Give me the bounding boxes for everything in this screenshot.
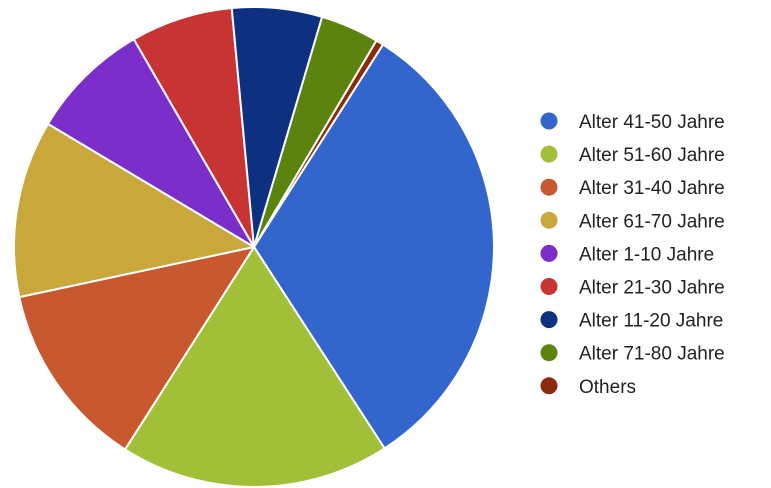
- pie-slice-2: [124, 246, 386, 488]
- legend-item: Alter 41-50 Jahre: [540, 112, 725, 133]
- legend-marker: [540, 178, 558, 196]
- legend-label: Alter 21-30 Jahre: [579, 278, 725, 299]
- legend-marker: [540, 377, 558, 395]
- pie-slice-9: [253, 39, 384, 248]
- legend-item: Alter 71-80 Jahre: [540, 344, 725, 365]
- legend-item: Alter 51-60 Jahre: [540, 145, 725, 166]
- legend-marker: [540, 211, 558, 229]
- pie-slices: [12, 5, 495, 488]
- pie-slice-5: [46, 38, 255, 248]
- legend-item: Alter 11-20 Jahre: [540, 311, 723, 332]
- legend-marker: [540, 278, 558, 295]
- pie-slice-6: [132, 7, 255, 248]
- legend-label: Alter 11-20 Jahre: [579, 311, 723, 332]
- legend-label: Alter 31-40 Jahre: [579, 178, 725, 199]
- legend-label: Alter 1-10 Jahre: [579, 244, 714, 265]
- pie-slice-4: [12, 122, 255, 299]
- legend-marker: [540, 311, 558, 329]
- pie-slice-3: [18, 246, 255, 451]
- pie-slice-1: [253, 43, 495, 450]
- legend-label: Others: [579, 377, 636, 398]
- legend-label: Alter 41-50 Jahre: [579, 112, 725, 133]
- legend-label: Alter 51-60 Jahre: [579, 145, 725, 166]
- legend-marker: [540, 145, 558, 163]
- legend-item: Alter 21-30 Jahre: [540, 278, 725, 299]
- legend-item: Alter 31-40 Jahre: [540, 178, 725, 199]
- legend-marker: [540, 244, 558, 262]
- legend-marker: [540, 112, 558, 130]
- legend: Alter 41-50 Jahre Alter 51-60 Jahre Alter …: [540, 112, 725, 398]
- legend-item: Others: [540, 377, 636, 398]
- legend-label: Alter 71-80 Jahre: [579, 344, 725, 365]
- legend-item: Alter 1-10 Jahre: [540, 244, 714, 265]
- legend-item: Alter 61-70 Jahre: [540, 211, 725, 232]
- legend-marker: [540, 344, 558, 362]
- legend-label: Alter 61-70 Jahre: [579, 211, 725, 232]
